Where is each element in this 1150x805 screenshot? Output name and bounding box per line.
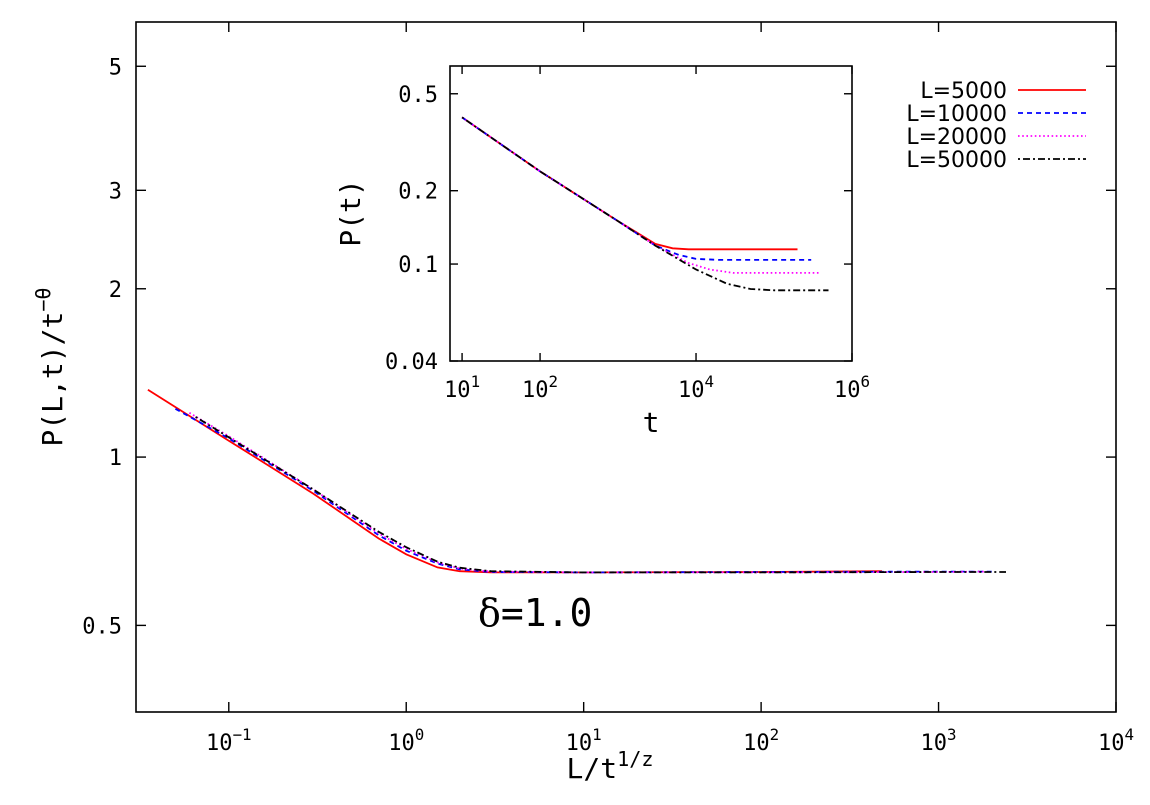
inset-ytick-label-2-base: 0.2 xyxy=(398,180,438,205)
main-xtick-label-4: 103 xyxy=(921,725,957,756)
main-xtick-label-5-exp: 4 xyxy=(1124,725,1134,744)
main-ytick-label-0: 0.5 xyxy=(82,614,122,639)
inset-y-axis-title-base: P(t) xyxy=(334,179,367,246)
inset-xtick-label-3: 106 xyxy=(834,372,870,403)
main-xtick-label-2-exp: 1 xyxy=(592,725,602,744)
inset-xtick-label-2-base: 10 xyxy=(678,378,705,403)
main-xtick-label-0-exp: −1 xyxy=(233,725,252,744)
main-xtick-label-2-base: 10 xyxy=(566,731,593,756)
inset-series-l-50000 xyxy=(461,116,829,292)
main-ytick-label-1-base: 1 xyxy=(109,446,122,471)
main-ytick-label-3: 3 xyxy=(109,179,122,204)
main-frame xyxy=(135,21,1117,713)
main-xtick-label-4-base: 10 xyxy=(921,731,948,756)
main-xtick-label-4-exp: 3 xyxy=(947,725,957,744)
main-ytick-label-1: 1 xyxy=(109,446,122,471)
inset-xtick-label-0-base: 10 xyxy=(444,378,471,403)
main-xtick-label-5: 104 xyxy=(1098,725,1134,756)
inset-xtick-label-1-base: 10 xyxy=(522,378,549,403)
main-y-axis-title-base: P(L,t)/t xyxy=(36,312,69,447)
main-ytick-label-4-base: 5 xyxy=(109,55,122,80)
inset-xtick-label-3-exp: 6 xyxy=(860,372,870,391)
inset-xtick-label-2-exp: 4 xyxy=(705,372,715,391)
main-xtick-label-3: 102 xyxy=(743,725,779,756)
legend-label-0: L=5000 xyxy=(920,79,1007,104)
delta-symbol: δ xyxy=(478,591,501,635)
inset-xtick-label-0: 101 xyxy=(444,372,480,403)
main-x-axis-title-base: L/t xyxy=(567,752,618,785)
legend-label-2: L=20000 xyxy=(906,125,1007,150)
inset-frame xyxy=(449,65,853,362)
inset-x-axis-title: t xyxy=(643,406,660,439)
inset-ytick-label-2: 0.2 xyxy=(398,180,438,205)
inset-ytick-label-3: 0.5 xyxy=(398,83,438,108)
legend-label-1: L=10000 xyxy=(906,102,1007,127)
main-xtick-label-3-base: 10 xyxy=(743,731,770,756)
main-xtick-label-0: 10−1 xyxy=(206,725,252,756)
main-x-axis-title: L/t1/z xyxy=(567,747,654,785)
main-series-l-50000 xyxy=(195,416,1006,574)
main-ytick-label-2: 2 xyxy=(109,278,122,303)
inset-xtick-label-0-exp: 1 xyxy=(471,372,481,391)
inset-xtick-label-2: 104 xyxy=(678,372,714,403)
inset-xtick-label-3-base: 10 xyxy=(834,378,861,403)
inset-ytick-label-0-base: 0.04 xyxy=(385,350,438,375)
inset-ytick-label-1-base: 0.1 xyxy=(398,253,438,278)
inset-xtick-label-1: 102 xyxy=(522,372,558,403)
delta-value: =1.0 xyxy=(501,591,593,635)
inset-xtick-label-1-exp: 2 xyxy=(549,372,559,391)
main-xtick-label-2: 101 xyxy=(566,725,602,756)
inset-ytick-label-0: 0.04 xyxy=(385,350,438,375)
main-x-axis-title-exp: 1/z xyxy=(617,747,653,771)
main-ytick-label-0-base: 0.5 xyxy=(82,614,122,639)
main-plot: 10−1 100 101 102 103 1040.51235L/t1/zP(L,t)/t… xyxy=(31,21,1134,785)
main-xtick-label-1-exp: 0 xyxy=(415,725,425,744)
main-ytick-label-3-base: 3 xyxy=(109,179,122,204)
main-xtick-label-5-base: 10 xyxy=(1098,731,1125,756)
inset-ytick-label-1: 0.1 xyxy=(398,253,438,278)
main-xtick-label-1-base: 10 xyxy=(388,731,415,756)
delta-annotation: δ=1.0 xyxy=(478,591,592,635)
main-y-axis-title: P(L,t)/t−θ xyxy=(31,287,69,446)
main-xtick-label-0-base: 10 xyxy=(206,731,233,756)
main-ytick-label-4: 5 xyxy=(109,55,122,80)
inset-ytick-label-3-base: 0.5 xyxy=(398,83,438,108)
main-ytick-label-2-base: 2 xyxy=(109,278,122,303)
main-y-axis-title-exp: −θ xyxy=(31,287,55,311)
main-xtick-label-3-exp: 2 xyxy=(770,725,780,744)
main-xtick-label-1: 100 xyxy=(388,725,424,756)
inset-y-axis-title: P(t) xyxy=(334,179,367,246)
inset-x-axis-title-base: t xyxy=(643,406,660,439)
legend-label-3: L=50000 xyxy=(906,148,1007,173)
